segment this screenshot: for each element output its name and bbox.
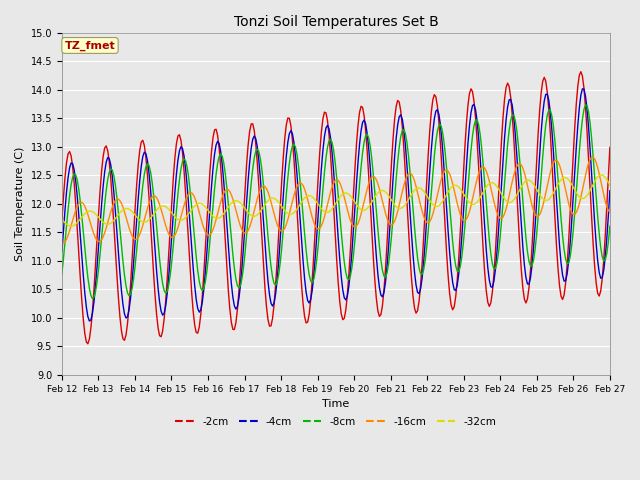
-4cm (250, 133, 258, 139)
-8cm (58, 271, 66, 276)
-32cm (58, 216, 66, 222)
Legend: -2cm, -4cm, -8cm, -16cm, -32cm: -2cm, -4cm, -8cm, -16cm, -32cm (171, 413, 501, 431)
-4cm (223, 220, 230, 226)
-8cm (300, 213, 307, 218)
-32cm (250, 214, 258, 219)
-16cm (249, 214, 257, 220)
Line: -2cm: -2cm (62, 72, 610, 344)
-16cm (298, 180, 305, 186)
Line: -4cm: -4cm (62, 89, 610, 321)
-8cm (127, 291, 134, 297)
-8cm (223, 184, 230, 190)
-16cm (58, 241, 66, 247)
-16cm (589, 154, 597, 160)
-32cm (127, 207, 134, 213)
-32cm (606, 182, 614, 188)
-4cm (579, 86, 586, 92)
X-axis label: Time: Time (323, 399, 349, 409)
Text: TZ_fmet: TZ_fmet (65, 40, 115, 50)
-16cm (606, 209, 614, 215)
-32cm (597, 172, 605, 178)
-4cm (300, 258, 307, 264)
-16cm (575, 201, 583, 206)
-32cm (67, 223, 75, 229)
-4cm (241, 221, 249, 227)
-32cm (300, 197, 307, 203)
-2cm (579, 73, 586, 79)
-4cm (58, 249, 66, 255)
-8cm (241, 250, 249, 255)
-2cm (250, 128, 258, 133)
Y-axis label: Soil Temperature (C): Soil Temperature (C) (15, 147, 25, 261)
-2cm (577, 69, 585, 74)
-4cm (127, 295, 134, 300)
-16cm (240, 229, 248, 235)
Title: Tonzi Soil Temperatures Set B: Tonzi Soil Temperatures Set B (234, 15, 438, 29)
-8cm (250, 155, 258, 161)
-2cm (127, 281, 134, 287)
-8cm (577, 131, 585, 136)
-2cm (241, 185, 249, 191)
Line: -8cm: -8cm (62, 105, 610, 299)
-2cm (58, 218, 66, 224)
-2cm (300, 301, 307, 307)
-8cm (606, 223, 614, 229)
-32cm (577, 195, 585, 201)
-4cm (606, 188, 614, 193)
-16cm (221, 188, 229, 193)
Line: -32cm: -32cm (62, 175, 610, 226)
Line: -16cm: -16cm (62, 157, 610, 244)
-8cm (582, 102, 589, 108)
-4cm (577, 92, 585, 98)
-32cm (223, 206, 230, 212)
-4cm (86, 318, 93, 324)
-16cm (125, 225, 133, 230)
-2cm (606, 144, 614, 150)
-2cm (84, 341, 92, 347)
-8cm (88, 296, 96, 301)
-2cm (223, 264, 230, 270)
-32cm (241, 206, 249, 212)
